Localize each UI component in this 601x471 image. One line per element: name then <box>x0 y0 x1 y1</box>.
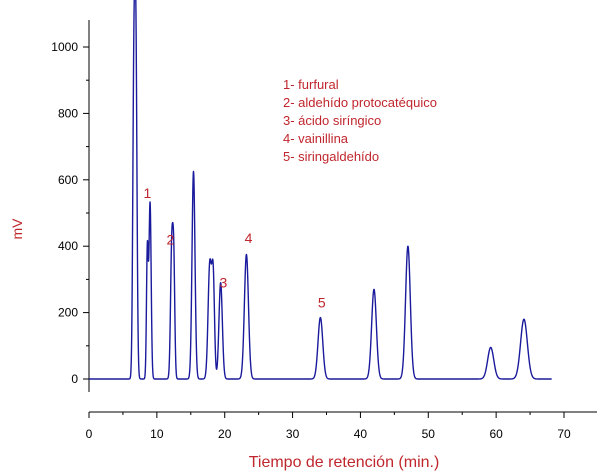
axes <box>88 20 597 413</box>
peak-labels: 1 2 3 4 5 <box>143 185 325 311</box>
y-tick-label: 200 <box>58 306 78 320</box>
peak-label: 1 <box>143 185 151 201</box>
x-tick-label: 0 <box>86 427 93 441</box>
y-tick-label: 600 <box>58 173 78 187</box>
x-axis-label: Tiempo de retención (min.) <box>249 454 440 471</box>
legend-entry: 1- furfural <box>283 77 339 92</box>
legend-entry: 4- vainillina <box>283 131 349 146</box>
ticks: 0 200 400 600 800 1000 0 10 20 30 40 50 60 70 <box>51 40 571 441</box>
y-axis-label: mV <box>9 218 25 240</box>
x-tick-label: 10 <box>150 427 164 441</box>
x-tick-label: 60 <box>489 427 503 441</box>
series-line <box>88 0 553 380</box>
legend-entry: 5- siringaldehído <box>283 149 379 164</box>
legend: 1- furfural 2- aldehído protocatéquico 3- … <box>283 77 437 164</box>
peak-label: 3 <box>219 275 227 291</box>
y-tick-label: 0 <box>71 372 78 386</box>
y-tick-label: 800 <box>58 106 78 120</box>
peak-label: 4 <box>245 230 253 246</box>
x-tick-label: 20 <box>218 427 232 441</box>
peak-label: 2 <box>167 232 175 248</box>
y-tick-label: 400 <box>58 239 78 253</box>
trace-group <box>88 0 553 380</box>
legend-entry: 2- aldehído protocatéquico <box>283 95 437 110</box>
y-tick-label: 1000 <box>51 40 78 54</box>
peak-label: 5 <box>318 295 326 311</box>
x-tick-label: 70 <box>557 427 571 441</box>
legend-entry: 3- ácido siríngico <box>283 113 381 128</box>
x-tick-label: 40 <box>354 427 368 441</box>
x-tick-label: 50 <box>422 427 436 441</box>
x-tick-label: 30 <box>286 427 300 441</box>
